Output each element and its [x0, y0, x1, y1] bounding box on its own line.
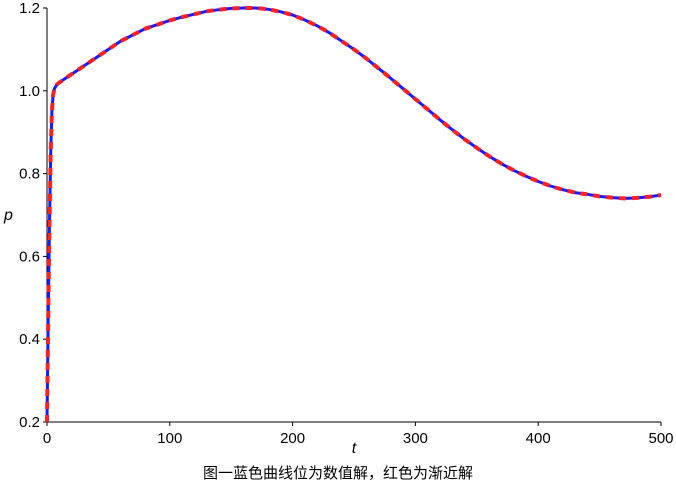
- asymptotic-solution-line: [45, 6, 662, 423]
- y-tick-label: 0.8: [19, 166, 40, 183]
- x-tick-label: 500: [648, 430, 673, 447]
- y-axis-title: p: [3, 207, 13, 224]
- axes: [46, 8, 661, 423]
- y-tick-label: 0.6: [19, 248, 40, 265]
- numerical-solution-line: [45, 6, 662, 423]
- x-tick-label: 300: [403, 430, 428, 447]
- y-tick-label: 1.0: [19, 83, 40, 100]
- y-tick-label: 0.4: [19, 331, 40, 348]
- x-tick-label: 400: [526, 430, 551, 447]
- y-tick-label: 1.2: [19, 0, 40, 17]
- x-axis-title: t: [352, 440, 357, 457]
- x-tick-label: 200: [280, 430, 305, 447]
- x-tick-label: 100: [157, 430, 182, 447]
- series: [45, 6, 662, 423]
- figure-caption: 图一蓝色曲线位为数值解，红色为渐近解: [202, 464, 473, 482]
- x-tick-label: 0: [43, 430, 51, 447]
- y-tick-label: 0.2: [19, 414, 40, 431]
- ticks: 0 100 200 300 400 500 0.2 0.4 0.6 0.8 1.0 1.2: [19, 0, 673, 447]
